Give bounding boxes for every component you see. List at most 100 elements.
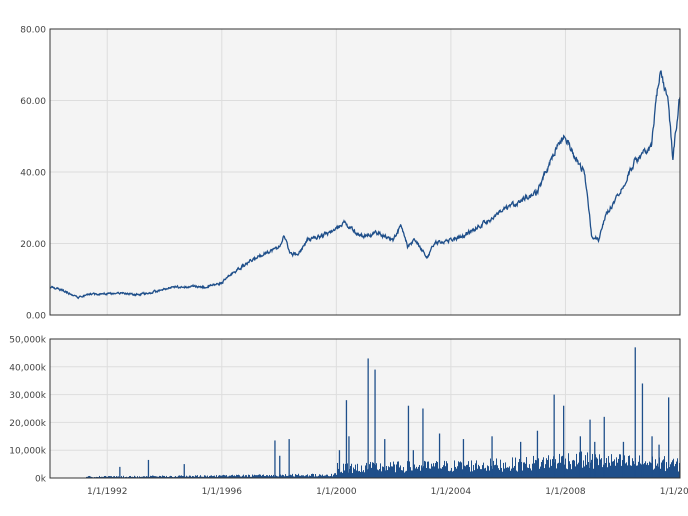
volume-bar xyxy=(678,471,679,478)
volume-bar xyxy=(345,463,346,478)
volume-bar xyxy=(277,476,278,478)
price-y-tick-label: 80.00 xyxy=(20,26,46,36)
volume-bar xyxy=(479,466,480,478)
volume-bar xyxy=(578,462,579,478)
volume-bar xyxy=(156,476,157,478)
volume-bar xyxy=(294,476,295,478)
volume-bar xyxy=(493,460,494,478)
volume-y-tick-label: 50,000k xyxy=(9,336,46,346)
volume-bar xyxy=(250,476,251,478)
volume-bar xyxy=(643,464,644,478)
volume-bar xyxy=(145,476,146,478)
volume-bar xyxy=(321,475,322,478)
volume-bar xyxy=(510,470,511,478)
volume-bar xyxy=(134,475,135,478)
volume-bar xyxy=(243,474,244,478)
volume-bar xyxy=(245,475,246,478)
volume-bar xyxy=(519,458,520,478)
volume-bar xyxy=(285,474,286,478)
volume-spike-bar xyxy=(422,408,424,478)
volume-bar xyxy=(170,475,171,478)
volume-bar xyxy=(457,466,458,478)
volume-bar xyxy=(591,459,592,478)
volume-bar xyxy=(487,465,488,478)
volume-bar xyxy=(287,475,288,478)
volume-bar xyxy=(130,475,131,478)
volume-bar xyxy=(523,462,524,478)
volume-bar xyxy=(473,464,474,478)
volume-spike-bar xyxy=(462,439,465,478)
volume-spike-bar xyxy=(274,440,276,478)
volume-spike-bar xyxy=(579,436,581,478)
volume-bar xyxy=(109,476,110,478)
volume-bar xyxy=(371,467,372,478)
volume-bar xyxy=(247,476,248,478)
volume-bar xyxy=(356,470,357,478)
volume-bar xyxy=(476,460,477,478)
volume-bar xyxy=(471,460,472,478)
volume-bar xyxy=(397,461,398,478)
volume-y-axis: 0k 10,000k 20,000k 30,000k 40,000k 50,000k xyxy=(9,336,46,485)
volume-bar xyxy=(592,453,593,478)
volume-bar xyxy=(157,476,158,478)
price-y-tick-label: 60.00 xyxy=(20,97,46,107)
volume-bar xyxy=(540,466,541,478)
volume-bar xyxy=(546,458,547,478)
volume-bar xyxy=(489,470,490,478)
volume-bar xyxy=(571,469,572,478)
volume-bar xyxy=(377,469,378,478)
volume-bar xyxy=(618,458,619,478)
x-tick-label: 1/1/2000 xyxy=(316,487,357,497)
volume-bar xyxy=(313,473,314,478)
volume-bar xyxy=(561,456,562,478)
volume-bar xyxy=(552,459,553,478)
volume-bar xyxy=(641,464,642,478)
volume-bar xyxy=(512,457,513,478)
volume-bar xyxy=(465,466,466,478)
volume-bar xyxy=(631,465,632,478)
volume-bar xyxy=(647,462,648,478)
volume-bar xyxy=(490,458,491,478)
volume-bar xyxy=(226,475,227,478)
volume-bar xyxy=(373,462,374,478)
volume-bar xyxy=(535,459,536,478)
volume-bar xyxy=(501,467,502,478)
volume-bar xyxy=(645,461,646,478)
volume-bar xyxy=(158,476,159,478)
volume-bar xyxy=(505,462,506,478)
volume-bar xyxy=(212,476,213,478)
volume-spike-bar xyxy=(603,416,605,478)
volume-bar xyxy=(125,476,126,478)
volume-bar xyxy=(159,475,160,478)
x-tick-label: 1/1/2004 xyxy=(431,487,472,497)
volume-bar xyxy=(316,476,317,478)
volume-bar xyxy=(385,470,386,478)
volume-bar xyxy=(389,467,390,478)
volume-bar xyxy=(428,461,429,478)
volume-bar xyxy=(342,472,343,478)
volume-bar xyxy=(221,475,222,478)
volume-bar xyxy=(595,454,596,478)
volume-bar xyxy=(317,476,318,478)
volume-bar xyxy=(149,476,150,478)
volume-bar xyxy=(530,468,531,478)
volume-bar xyxy=(211,475,212,478)
volume-bar xyxy=(180,475,181,478)
volume-bar xyxy=(582,467,583,478)
volume-bar xyxy=(400,465,401,478)
volume-bar xyxy=(625,463,626,478)
volume-bar xyxy=(329,476,330,478)
volume-bar xyxy=(229,475,230,478)
volume-bar xyxy=(106,476,107,478)
volume-bar xyxy=(417,468,418,478)
volume-bar xyxy=(404,472,405,478)
volume-bar xyxy=(514,465,515,478)
volume-bar xyxy=(296,474,297,478)
volume-bar xyxy=(545,464,546,478)
volume-bar xyxy=(515,457,516,478)
volume-bar xyxy=(177,476,178,478)
volume-bar xyxy=(333,474,334,478)
volume-bar xyxy=(176,476,177,478)
volume-bar xyxy=(235,476,236,478)
volume-bar xyxy=(532,463,533,478)
